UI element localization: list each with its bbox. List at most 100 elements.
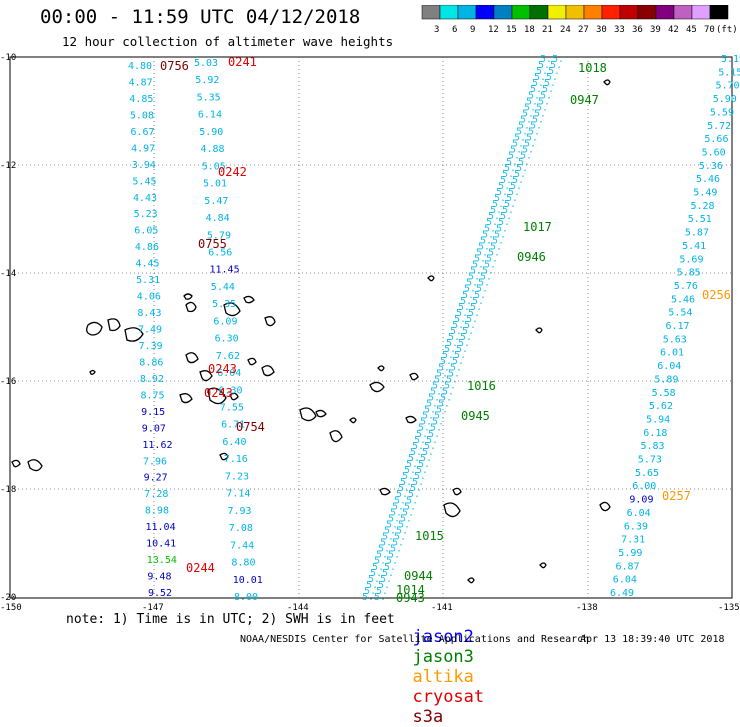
wave-height-label: 7.23	[225, 471, 249, 482]
wave-height-label: 5.58	[652, 388, 676, 399]
wave-height-mark: 5.	[512, 175, 524, 186]
wave-height-label: 5.03	[194, 58, 218, 69]
wave-height-mark: 5.	[448, 368, 460, 379]
wave-height-mark: 5.	[494, 193, 506, 204]
pass-label: 1018	[578, 61, 607, 75]
lon-tick-labels: -150 -147 -144 -141 -138 -135	[0, 603, 740, 613]
colorbar-label: 33	[614, 25, 625, 35]
wave-height-mark: 5.	[406, 459, 418, 470]
wave-height-label: 6.14	[198, 110, 222, 121]
wave-height-label: 4.45	[136, 259, 160, 270]
colorbar-swatch	[511, 5, 531, 20]
wave-height-label: 5.62	[649, 401, 673, 412]
wave-height-label: 5.72	[707, 121, 731, 132]
note-text: note: 1) Time is in UTC; 2) SWH is in fe…	[66, 612, 395, 627]
colorbar-label: (ft)	[716, 25, 736, 35]
colorbar-swatch	[547, 5, 567, 20]
wave-height-label: 6.04	[217, 368, 241, 379]
wave-height-label: 5.08	[130, 110, 154, 121]
wave-height-label: 5.99	[618, 548, 642, 559]
colorbar-label: 9	[470, 25, 475, 35]
wave-height-mark: 5.	[374, 592, 386, 603]
wave-height-mark: 5.	[420, 417, 432, 428]
lon-tick: -135	[718, 603, 740, 613]
wave-height-label: 8.00	[234, 592, 258, 603]
wave-height-mark: 5.	[392, 501, 404, 512]
wave-height-label: 8.80	[231, 558, 255, 569]
track-east: 5.19 5.15 5.70 5.90 5.59 5.72 5.66 5.60 5.36 5.46…	[610, 54, 740, 599]
colorbar-swatch	[673, 5, 693, 20]
wave-height-mark: 5.	[502, 169, 514, 180]
wave-height-mark: 5.	[402, 471, 414, 482]
wave-height-mark: 5.	[522, 145, 534, 156]
wave-height-mark: 5.	[478, 241, 490, 252]
wave-height-mark: 5.	[530, 84, 542, 95]
wave-height-label: 5.54	[668, 308, 692, 319]
pass-labels: 0756 0241 0242 0755 0243 0244 0754 0243 …	[160, 55, 731, 605]
pass-label: 0243	[204, 386, 233, 400]
wave-height-label: 5.36	[699, 161, 723, 172]
wave-height-label: 5.59	[710, 107, 734, 118]
wave-height-mark: 5.	[512, 139, 524, 150]
wave-height-label: 5.87	[685, 228, 709, 239]
wave-height-mark: 5.	[508, 151, 520, 162]
wave-height-mark: 5.	[438, 362, 450, 373]
wave-height-label: 5.46	[696, 174, 720, 185]
wave-height-mark: 5.	[532, 78, 544, 89]
wave-height-label: 4.84	[206, 213, 230, 224]
wave-height-mark: 5.	[470, 266, 482, 277]
wave-height-mark: 5.	[440, 393, 452, 404]
wave-height-mark: 5.	[368, 574, 380, 585]
wave-height-mark: 5.	[456, 308, 468, 319]
wave-height-label: 5.89	[654, 374, 678, 385]
wave-height-label: 5.45	[132, 176, 156, 187]
map-frame	[9, 56, 733, 599]
wave-height-mark: 5.	[482, 266, 494, 277]
wave-height-label: 7.62	[216, 351, 240, 362]
wave-height-label: 7.44	[230, 540, 254, 551]
wave-height-label: 5.23	[134, 209, 158, 220]
wave-height-mark: 5.	[400, 513, 412, 524]
wave-height-label: 5.63	[663, 334, 687, 345]
wave-height-mark: 5.	[366, 580, 378, 591]
wave-height-label: 4.97	[131, 143, 155, 154]
wave-height-label: 11.04	[146, 522, 176, 533]
pass-label: 1014	[396, 583, 425, 597]
wave-height-mark: 5.	[430, 387, 442, 398]
legend-jason3: jason3	[412, 647, 474, 667]
pass-label: 0945	[461, 409, 490, 423]
wave-height-label: 6.04	[627, 508, 651, 519]
wave-height-label: 5.73	[638, 455, 662, 466]
colorbar-swatch	[565, 5, 585, 20]
wave-height-mark: 5.	[450, 362, 462, 373]
wave-height-mark: 5.	[466, 314, 478, 325]
legend-cryosat: cryosat	[412, 687, 485, 707]
wave-height-mark: 5.	[488, 247, 500, 258]
wave-height-label: 5.51	[688, 214, 712, 225]
wave-height-label: 6.04	[613, 575, 637, 586]
wave-height-mark: 5.	[474, 254, 486, 265]
wave-height-label: 6.49	[610, 588, 634, 599]
wave-height-mark: 5.	[384, 562, 396, 573]
colorbar-swatch	[601, 5, 621, 20]
wave-height-mark: 5.	[492, 235, 504, 246]
colorbar-swatch	[637, 5, 657, 20]
colorbar-label: 36	[632, 25, 643, 35]
wave-height-label: 7.28	[144, 489, 168, 500]
wave-height-mark: 5.	[516, 127, 528, 138]
wave-height-mark: 5.	[384, 526, 396, 537]
wave-height-mark: 5.	[448, 332, 460, 343]
wave-height-mark: 5.	[536, 102, 548, 113]
pass-label: 1017	[523, 220, 552, 234]
wave-height-mark: 5.	[500, 211, 512, 222]
lon-tick: -138	[576, 603, 598, 613]
wave-height-label: 8.98	[145, 506, 169, 517]
wave-height-mark: 5.	[416, 465, 428, 476]
wave-height-label: 5.19	[721, 54, 740, 65]
colorbar: 3 6 9 12 15 18 21 24 27 30 33 36 39 42 45 70 (ft)	[421, 5, 736, 35]
wave-height-mark: 5.	[452, 320, 464, 331]
wave-height-mark: 5.	[468, 272, 480, 283]
wave-height-label: 5.35	[197, 93, 221, 104]
wave-height-label: 6.39	[624, 521, 648, 532]
wave-height-label: 7.31	[621, 535, 645, 546]
